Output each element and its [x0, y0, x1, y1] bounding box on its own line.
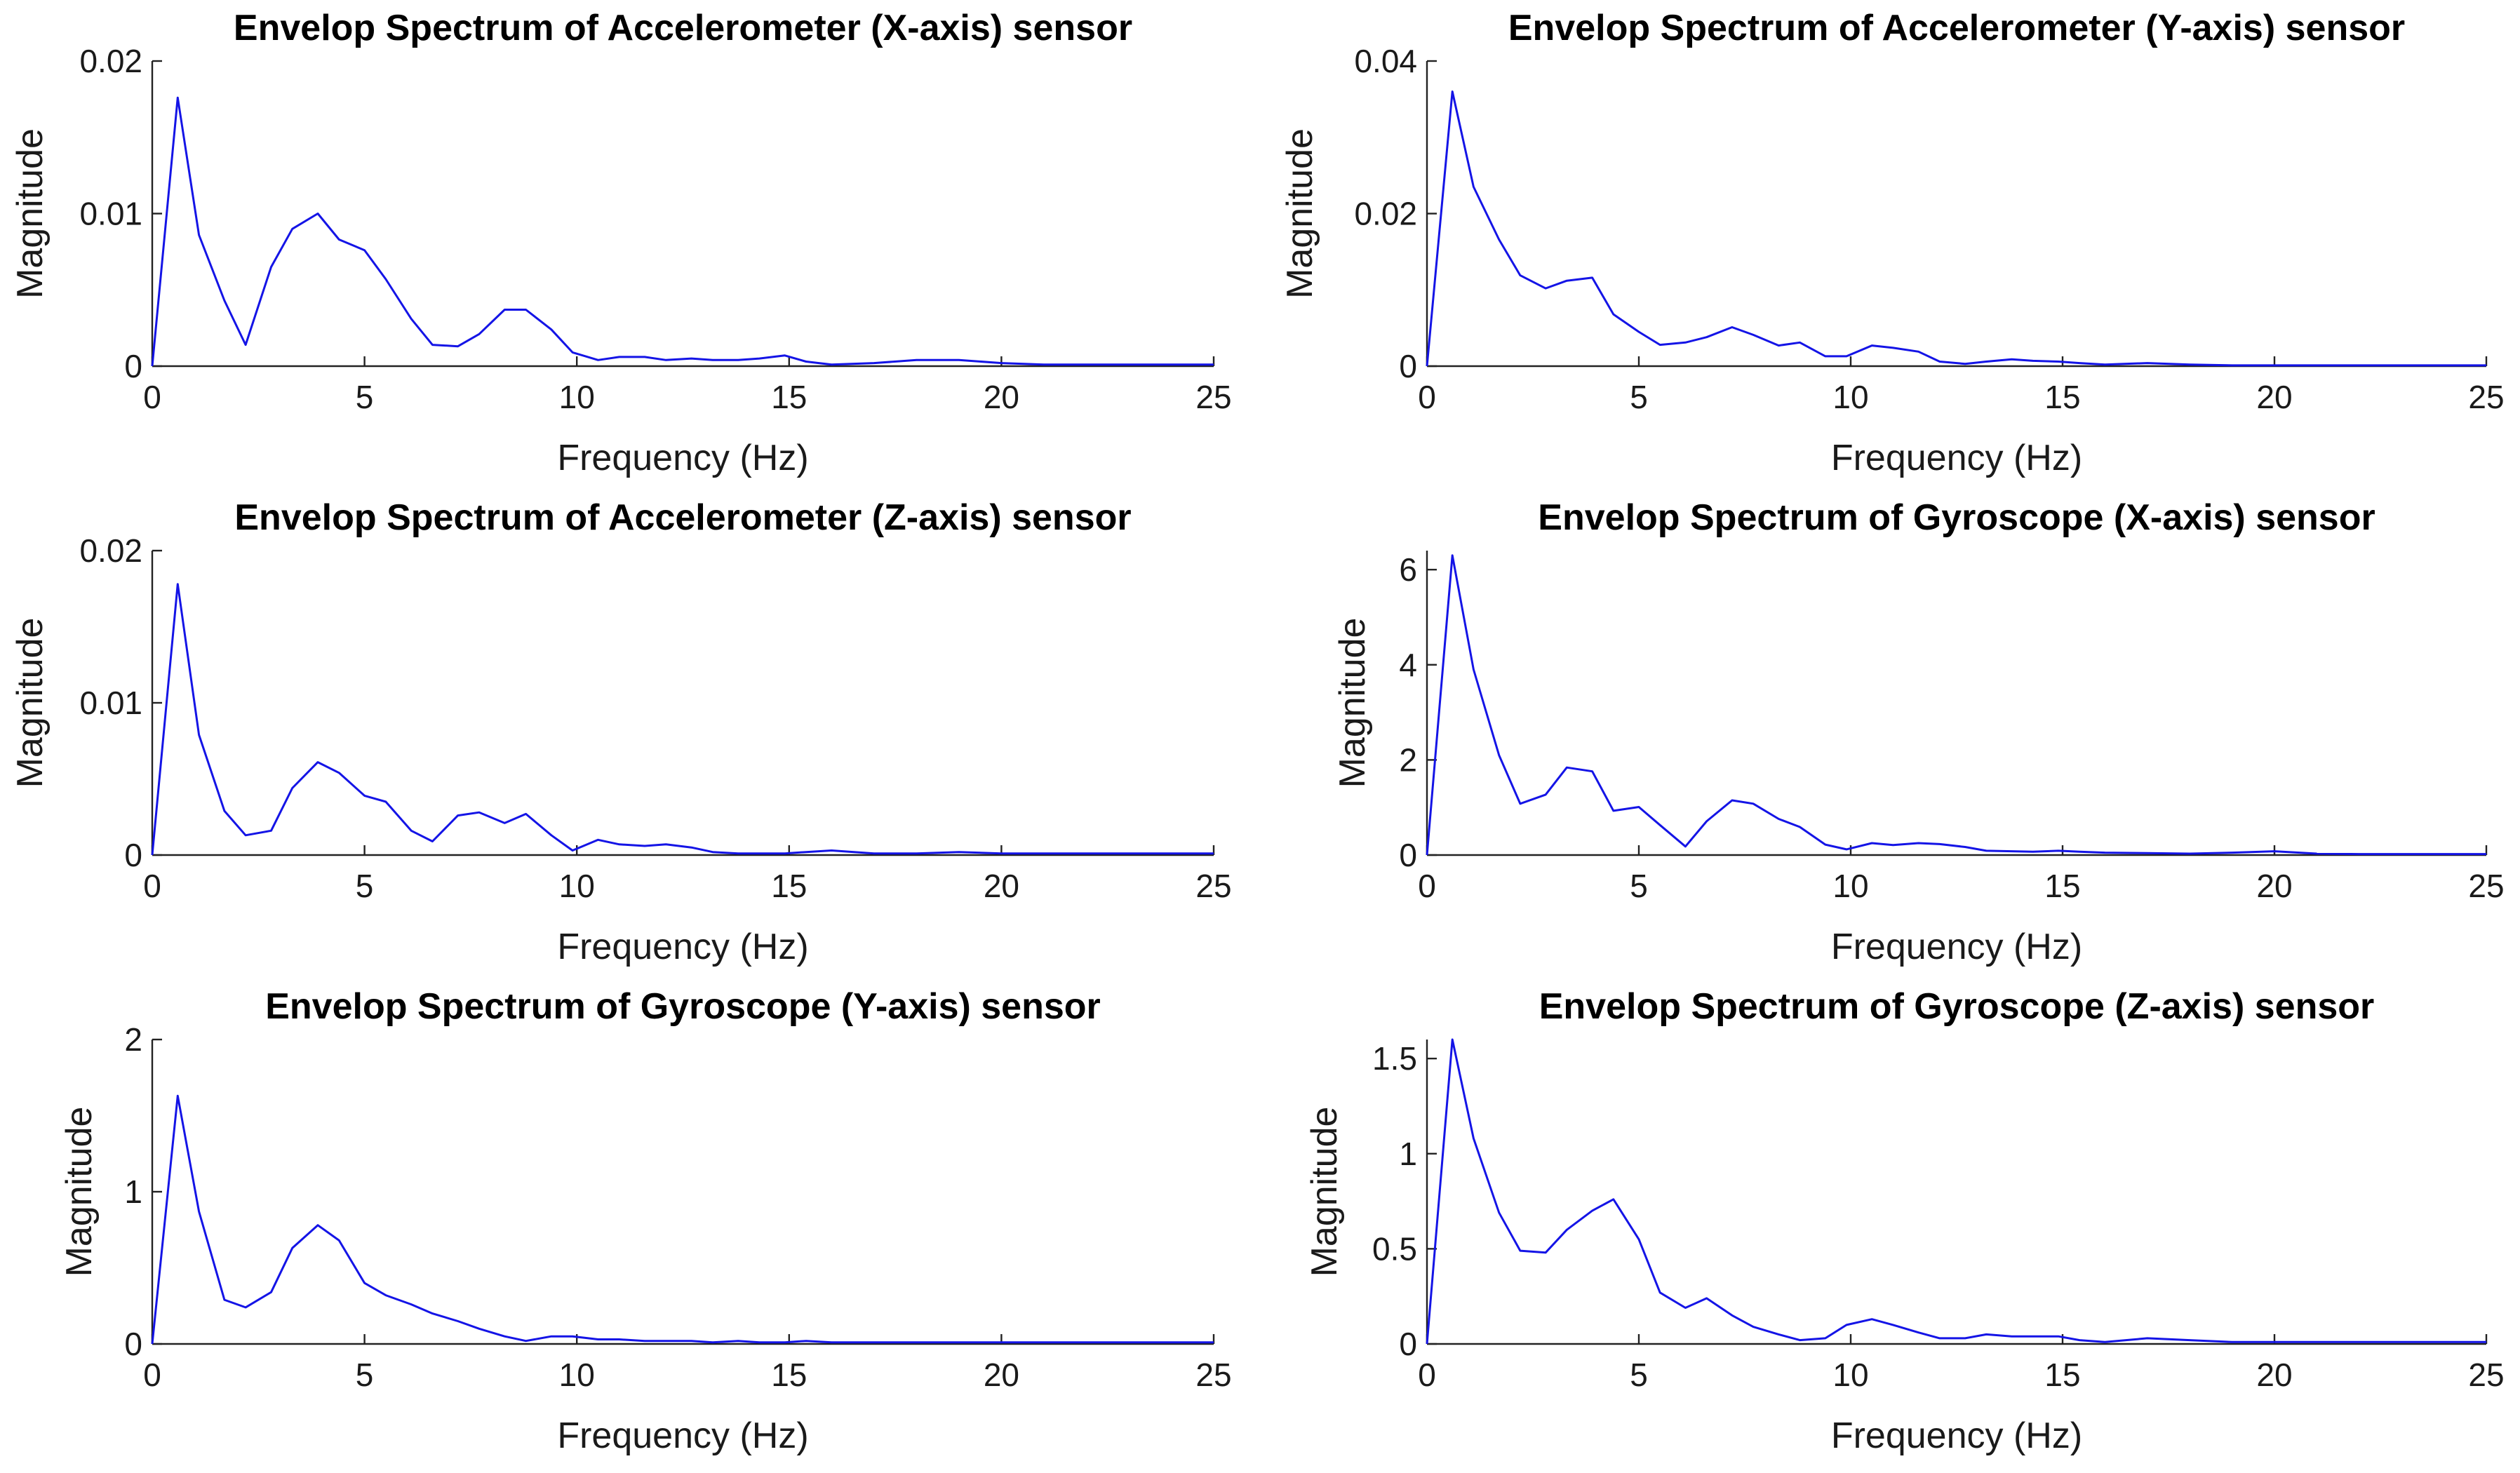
- chart-6-x-tick-label: 20: [2256, 1357, 2292, 1393]
- chart-1-y-axis-label: Magnitude: [10, 128, 51, 299]
- chart-6-x-tick-label: 5: [1630, 1357, 1648, 1393]
- chart-5-x-tick-label: 20: [984, 1357, 1019, 1393]
- chart-3-series-line: [151, 583, 1214, 856]
- chart-4-y-tick-label: 0: [1399, 837, 1417, 873]
- chart-5-x-tick-label: 10: [559, 1357, 595, 1393]
- chart-3-x-axis-label: Frequency (Hz): [557, 927, 808, 967]
- chart-2-y-axis-label: Magnitude: [1280, 128, 1320, 299]
- chart-1-title: Envelop Spectrum of Accelerometer (X-axi…: [234, 8, 1132, 48]
- chart-2-x-tick-label: 20: [2256, 379, 2292, 415]
- chart-5-y-tick-label: 0: [124, 1326, 142, 1362]
- chart-6-y-axis-label: Magnitude: [1304, 1107, 1345, 1277]
- chart-5-x-tick-label: 25: [1195, 1357, 1231, 1393]
- chart-6-x-tick-label: 0: [1418, 1357, 1436, 1393]
- chart-3-x-tick-label: 20: [984, 868, 1019, 904]
- chart-2-x-tick-label: 25: [2468, 379, 2504, 415]
- chart-5-x-tick-label: 5: [356, 1357, 374, 1393]
- chart-4-x-tick-label: 25: [2468, 868, 2504, 904]
- chart-2-x-tick-label: 10: [1832, 379, 1868, 415]
- chart-3-x-tick-label: 0: [143, 868, 161, 904]
- chart-4-y-tick-label: 6: [1399, 551, 1417, 588]
- chart-4-x-tick-label: 20: [2256, 868, 2292, 904]
- chart-2-title: Envelop Spectrum of Accelerometer (Y-axi…: [1508, 8, 2405, 48]
- chart-5-y-axis-label: Magnitude: [59, 1107, 100, 1277]
- chart-5-title: Envelop Spectrum of Gyroscope (Y-axis) s…: [265, 986, 1101, 1027]
- chart-3-y-tick-label: 0: [124, 837, 142, 873]
- chart-4-x-tick-label: 10: [1832, 868, 1868, 904]
- chart-5-y-tick-label: 2: [124, 1021, 142, 1058]
- chart-2-x-tick-label: 5: [1630, 379, 1648, 415]
- chart-4-series-line: [1426, 554, 2486, 856]
- chart-2-panel: Envelop Spectrum of Accelerometer (Y-axi…: [1280, 8, 2505, 478]
- chart-5-panel: Envelop Spectrum of Gyroscope (Y-axis) s…: [59, 986, 1232, 1456]
- chart-2-y-tick-label: 0.04: [1354, 43, 1417, 79]
- chart-1-x-tick-label: 5: [356, 379, 374, 415]
- chart-1-series-line: [151, 96, 1214, 367]
- chart-4-x-axis-label: Frequency (Hz): [1831, 927, 2082, 967]
- chart-3-x-tick-label: 15: [771, 868, 807, 904]
- chart-4-title: Envelop Spectrum of Gyroscope (X-axis) s…: [1538, 497, 2375, 538]
- chart-6-title: Envelop Spectrum of Gyroscope (Z-axis) s…: [1539, 986, 2375, 1027]
- chart-5-x-tick-label: 0: [143, 1357, 161, 1393]
- chart-5-x-tick-label: 15: [771, 1357, 807, 1393]
- chart-3-y-axis-label: Magnitude: [10, 618, 51, 788]
- chart-6-y-tick-label: 0.5: [1372, 1230, 1417, 1267]
- chart-1-x-tick-label: 20: [984, 379, 1019, 415]
- chart-3-x-tick-label: 5: [356, 868, 374, 904]
- chart-5-x-axis-label: Frequency (Hz): [557, 1415, 808, 1456]
- chart-1-x-tick-label: 10: [559, 379, 595, 415]
- chart-5-y-tick-label: 1: [124, 1173, 142, 1210]
- chart-2-x-axis-label: Frequency (Hz): [1831, 438, 2082, 478]
- chart-1-x-axis-label: Frequency (Hz): [557, 438, 808, 478]
- chart-5-series-line: [151, 1094, 1214, 1345]
- chart-2-x-tick-label: 0: [1418, 379, 1436, 415]
- chart-4-y-axis-label: Magnitude: [1332, 618, 1373, 788]
- chart-6-x-tick-label: 15: [2044, 1357, 2080, 1393]
- chart-6-y-tick-label: 1.5: [1372, 1040, 1417, 1077]
- chart-6-y-tick-label: 1: [1399, 1136, 1417, 1172]
- chart-1-y-tick-label: 0.01: [79, 196, 142, 232]
- chart-4-x-tick-label: 5: [1630, 868, 1648, 904]
- chart-3-x-tick-label: 25: [1195, 868, 1231, 904]
- chart-1-panel: Envelop Spectrum of Accelerometer (X-axi…: [10, 8, 1232, 478]
- chart-2-y-tick-label: 0.02: [1354, 196, 1417, 232]
- chart-3-panel: Envelop Spectrum of Accelerometer (Z-axi…: [10, 497, 1232, 967]
- chart-6-x-tick-label: 25: [2468, 1357, 2504, 1393]
- chart-3-x-tick-label: 10: [559, 868, 595, 904]
- chart-1-x-tick-label: 15: [771, 379, 807, 415]
- chart-6-y-tick-label: 0: [1399, 1326, 1417, 1362]
- chart-6-x-axis-label: Frequency (Hz): [1831, 1415, 2082, 1456]
- chart-3-y-tick-label: 0.02: [79, 532, 142, 569]
- chart-1-y-tick-label: 0.02: [79, 43, 142, 79]
- chart-4-x-tick-label: 0: [1418, 868, 1436, 904]
- chart-4-panel: Envelop Spectrum of Gyroscope (X-axis) s…: [1332, 497, 2505, 967]
- chart-4-y-tick-label: 2: [1399, 741, 1417, 778]
- chart-3-title: Envelop Spectrum of Accelerometer (Z-axi…: [234, 497, 1131, 538]
- chart-2-y-tick-label: 0: [1399, 348, 1417, 384]
- chart-4-y-tick-label: 4: [1399, 647, 1417, 683]
- chart-2-x-tick-label: 15: [2044, 379, 2080, 415]
- chart-1-x-tick-label: 0: [143, 379, 161, 415]
- chart-6-x-tick-label: 10: [1832, 1357, 1868, 1393]
- chart-6-panel: Envelop Spectrum of Gyroscope (Z-axis) s…: [1304, 986, 2505, 1456]
- chart-1-x-tick-label: 25: [1195, 379, 1231, 415]
- chart-6-series-line: [1426, 1038, 2486, 1345]
- chart-1-y-tick-label: 0: [124, 348, 142, 384]
- chart-3-y-tick-label: 0.01: [79, 685, 142, 721]
- chart-2-series-line: [1426, 90, 2486, 367]
- chart-4-x-tick-label: 15: [2044, 868, 2080, 904]
